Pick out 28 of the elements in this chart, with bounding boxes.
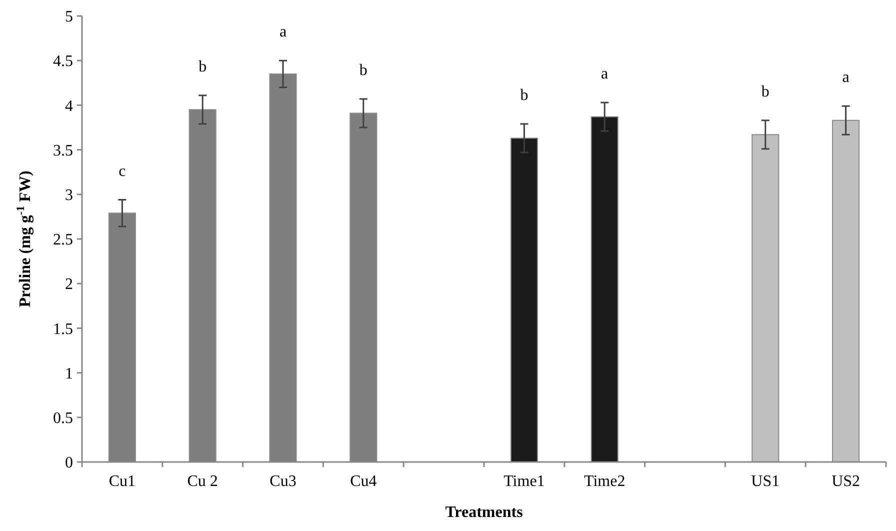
- y-tick-label: 0.5: [53, 410, 73, 427]
- y-tick-label: 1: [65, 365, 73, 382]
- y-tick-label: 4.5: [53, 53, 73, 70]
- x-tick-label: Time2: [584, 473, 626, 490]
- y-tick-label: 4: [65, 98, 73, 115]
- x-tick-label: Cu 2: [187, 473, 218, 490]
- annotation: a: [601, 66, 608, 83]
- y-tick-label: 2: [65, 276, 73, 294]
- annotation: a: [842, 69, 850, 86]
- annotation: b: [198, 58, 207, 76]
- y-tick-label: 2.5: [53, 232, 73, 249]
- x-tick-label: Time1: [504, 473, 545, 490]
- y-tick-label: 3: [65, 187, 73, 204]
- y-tick-label: 5: [65, 8, 73, 26]
- annotation: b: [761, 83, 770, 100]
- x-tick-label: Cu3: [270, 473, 296, 490]
- x-tick-label: US1: [751, 473, 780, 490]
- x-tick-label: US2: [832, 473, 860, 490]
- y-tick-label: 0: [65, 454, 73, 472]
- y-tick-label: 1.5: [53, 320, 73, 338]
- annotation: b: [359, 62, 368, 79]
- annotation: c: [118, 162, 126, 180]
- annotation: b: [520, 86, 528, 104]
- x-axis-title: Treatments: [445, 504, 523, 521]
- annotation: a: [279, 24, 287, 41]
- x-tick-label: Cu1: [108, 473, 136, 490]
- x-tick-label: Cu4: [350, 473, 377, 490]
- y-tick-label: 3.5: [53, 142, 73, 160]
